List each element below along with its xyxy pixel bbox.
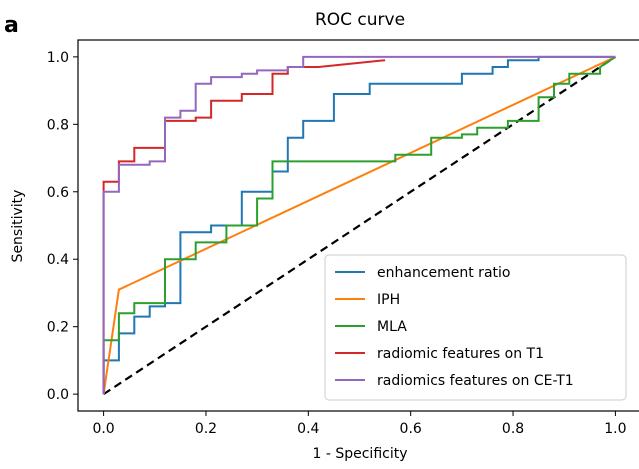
plot-frame (77, 39, 639, 412)
series-line-radiomics-features-on-ce-t1 (102, 55, 616, 395)
series-line-iph (102, 55, 616, 395)
series-line-radiomic-features-on-t1 (102, 59, 386, 395)
panel-letter: a (4, 13, 19, 38)
legend: enhancement ratio IPH MLA radiomic features… (324, 254, 627, 401)
y-tick-label: 0.0 (47, 387, 69, 403)
x-tick-label: 0.4 (297, 421, 319, 437)
x-axis-label: 1 - Specificity (312, 446, 407, 462)
x-tick-label: 0.0 (92, 421, 114, 437)
legend-box (324, 254, 627, 401)
plot-lines (102, 55, 617, 396)
y-axis-label: Sensitivity (10, 190, 26, 263)
chance-line (102, 55, 617, 396)
series-line-mla (102, 56, 616, 395)
legend-label: enhancement ratio (377, 265, 510, 281)
y-tick-label: 0.8 (47, 117, 69, 133)
x-tick-label: 0.8 (502, 421, 524, 437)
legend-label: radiomics features on CE-T1 (377, 373, 574, 389)
legend-label: radiomic features on T1 (377, 346, 544, 362)
x-axis-ticks: 0.0 0.2 0.4 0.6 0.8 1.0 (92, 411, 627, 437)
x-tick-label: 0.2 (195, 421, 217, 437)
chart-title: ROC curve (315, 10, 405, 30)
x-tick-label: 1.0 (604, 421, 626, 437)
y-tick-label: 0.6 (47, 185, 69, 201)
legend-label: MLA (377, 319, 407, 335)
y-axis-ticks: 0.0 0.2 0.4 0.6 0.8 1.0 (47, 50, 78, 403)
y-tick-label: 1.0 (47, 50, 69, 66)
legend-label: IPH (377, 292, 400, 308)
y-tick-label: 0.4 (47, 252, 69, 268)
x-tick-label: 0.6 (400, 421, 422, 437)
y-tick-label: 0.2 (47, 320, 69, 336)
